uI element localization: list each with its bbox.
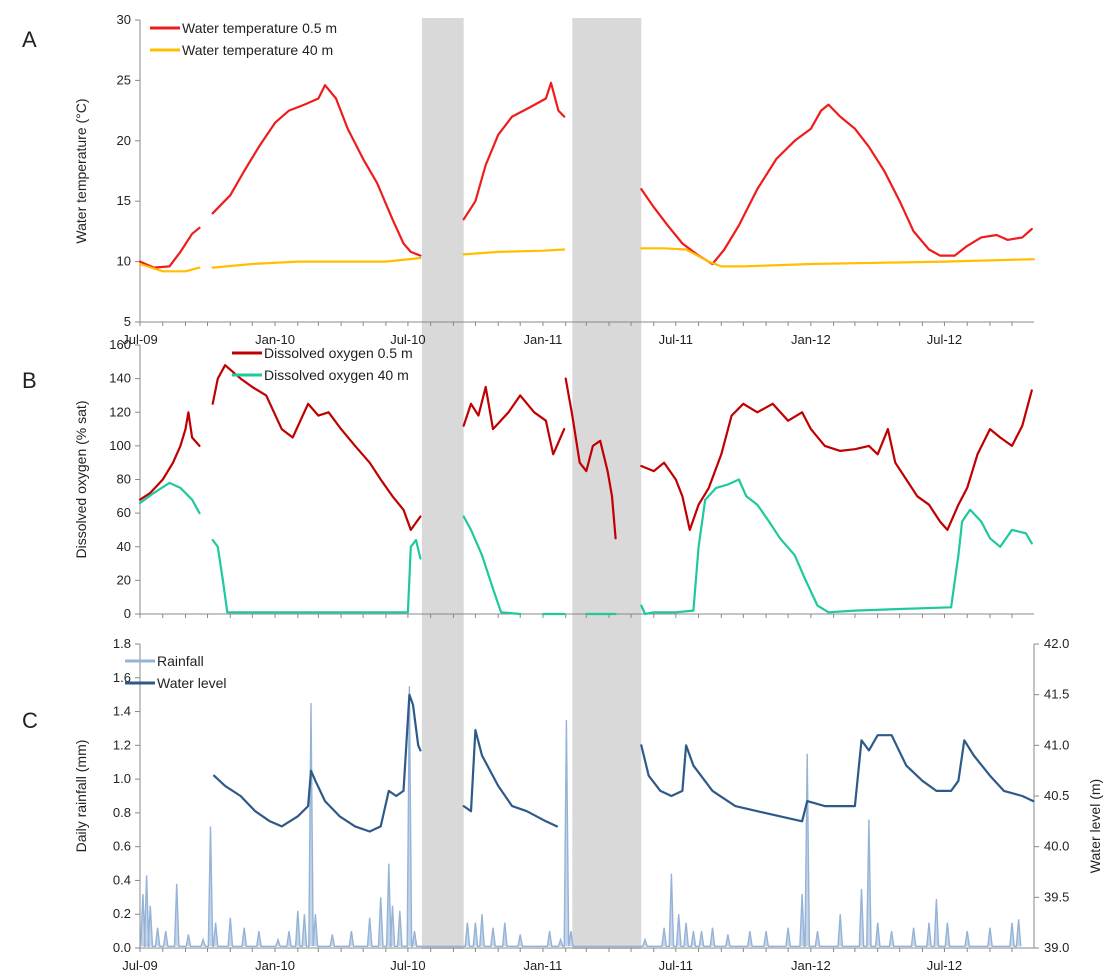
panel-b-legend-label-2: Dissolved oxygen 40 m	[264, 367, 409, 383]
panel-c-series-water-level-segment-2	[462, 728, 559, 828]
panel-c-ytick-label: 1.4	[113, 704, 131, 719]
gap-shading-layer	[421, 18, 642, 949]
panel-c-y2tick-label: 39.0	[1044, 940, 1069, 955]
panel-label-b: B	[22, 368, 37, 393]
panel-b-series-dissolved-oxygen-0-5-m-segment-3	[462, 385, 566, 456]
panel-c-y2tick-label: 42.0	[1044, 636, 1069, 651]
panel-b-ytick-label: 20	[117, 572, 131, 587]
panel-c-y2tick-label: 40.5	[1044, 788, 1069, 803]
data-layer	[138, 81, 1036, 947]
panel-c-y2tick-label: 40.0	[1044, 839, 1069, 854]
panel-a-xtick-label: Jul-10	[390, 332, 425, 347]
panel-b-series-dissolved-oxygen-40-m-segment-6	[640, 478, 1033, 616]
panel-b-ytick-label: 160	[109, 337, 131, 352]
panel-b-series-dissolved-oxygen-0-5-m-segment-1	[138, 411, 201, 501]
panel-c-y2tick-label: 41.5	[1044, 687, 1069, 702]
panel-a-xtick-label: Jul-11	[659, 332, 693, 347]
panel-a-ytick-label: 20	[117, 133, 131, 148]
panel-a-series-water-temperature-0-5-m-segment-3	[462, 81, 566, 221]
panel-c-series-water-level-segment-3	[640, 734, 1035, 823]
panel-c-ytick-label: 0.6	[113, 839, 131, 854]
panel-c-ytick-label: 0.4	[113, 872, 131, 887]
panel-c-xtick-label: Jan-12	[791, 958, 831, 973]
panel-a-xtick-label: Jul-09	[122, 332, 157, 347]
panel-b-series-dissolved-oxygen-40-m-segment-2	[211, 538, 422, 614]
panel-b-series-dissolved-oxygen-0-5-m-segment-4	[564, 377, 617, 540]
panel-c-ytick-label: 1.8	[113, 636, 131, 651]
panel-a-series-water-temperature-40-m-segment-2	[211, 256, 422, 269]
panel-c-ytick-label: 1.0	[113, 771, 131, 786]
panel-c-ytick-label: 1.6	[113, 670, 131, 685]
panel-c-xtick-label: Jul-09	[122, 958, 157, 973]
panel-c-xtick-label: Jan-10	[255, 958, 295, 973]
panel-c-xtick-label: Jan-11	[524, 958, 563, 973]
panel-a-series-water-temperature-40-m-segment-4	[640, 247, 1036, 268]
no-data-gap-1	[421, 18, 464, 949]
panel-b-y-axis-title: Dissolved oxygen (% sat)	[73, 401, 89, 559]
panel-c-y2-axis-title: Water level (m)	[1087, 779, 1103, 873]
panel-a-ytick-label: 30	[117, 12, 131, 27]
panel-a-series-water-temperature-40-m-segment-1	[138, 262, 201, 273]
panel-a-legend-label-2: Water temperature 40 m	[182, 42, 333, 58]
panel-a-ytick-label: 5	[124, 314, 131, 329]
panel-a-xtick-label: Jan-12	[791, 332, 831, 347]
panel-b-series-dissolved-oxygen-40-m-segment-3	[462, 515, 522, 616]
panel-c-xtick-label: Jul-10	[390, 958, 425, 973]
panel-c-ytick-label: 1.2	[113, 737, 131, 752]
panel-a-series-water-temperature-40-m-segment-3	[462, 248, 566, 256]
panel-b-series-dissolved-oxygen-0-5-m-segment-2	[211, 364, 422, 532]
panel-c-xtick-label: Jul-12	[927, 958, 962, 973]
panel-b-ytick-label: 100	[109, 438, 131, 453]
panel-label-a: A	[22, 27, 37, 52]
panel-b-legend-label-1: Dissolved oxygen 0.5 m	[264, 345, 413, 361]
panel-a-ytick-label: 15	[117, 193, 131, 208]
panel-c-y2tick-label: 41.0	[1044, 737, 1069, 752]
panel-b-series-dissolved-oxygen-0-5-m-segment-5	[640, 389, 1033, 532]
no-data-gap-2	[572, 18, 642, 949]
panel-c-legend-label-2: Water level	[157, 675, 227, 691]
panel-b-ytick-label: 40	[117, 539, 131, 554]
panel-c-y2tick-label: 39.5	[1044, 889, 1069, 904]
panel-c-y-axis-title: Daily rainfall (mm)	[73, 740, 89, 853]
panel-a-xtick-label: Jan-11	[524, 332, 563, 347]
panel-c-series-water-level-segment-1	[213, 693, 422, 833]
panel-a-series-water-temperature-0-5-m-segment-4	[640, 103, 1033, 266]
panel-a-ytick-label: 25	[117, 72, 131, 87]
panel-a-xtick-label: Jul-12	[927, 332, 962, 347]
panel-b-ytick-label: 120	[109, 404, 131, 419]
panel-a-ytick-label: 10	[117, 254, 131, 269]
panel-c-ytick-label: 0.0	[113, 940, 131, 955]
panel-a-series-water-temperature-0-5-m-segment-2	[211, 84, 422, 257]
panel-a-series-water-temperature-0-5-m-segment-1	[138, 226, 201, 269]
panel-a-legend-label-1: Water temperature 0.5 m	[182, 20, 337, 36]
panel-c-legend-label-1: Rainfall	[157, 653, 204, 669]
panel-a-y-axis-title: Water temperature (°C)	[73, 98, 89, 243]
panel-b-ytick-label: 140	[109, 371, 131, 386]
panel-c-ytick-label: 0.8	[113, 805, 131, 820]
panel-a-xtick-label: Jan-10	[255, 332, 295, 347]
panel-b-ytick-label: 0	[124, 606, 131, 621]
panel-b-ytick-label: 80	[117, 472, 131, 487]
panel-label-c: C	[22, 708, 38, 733]
panel-b-ytick-label: 60	[117, 505, 131, 520]
text-layer: A B C 5 10 15 20 25 30 Water temperature (°C) J…	[22, 12, 1103, 973]
panel-b-series-dissolved-oxygen-40-m-segment-1	[138, 481, 201, 515]
panel-c-xtick-label: Jul-11	[659, 958, 693, 973]
panel-c-ytick-label: 0.2	[113, 906, 131, 921]
panel-c-series-rainfall	[140, 686, 1022, 947]
